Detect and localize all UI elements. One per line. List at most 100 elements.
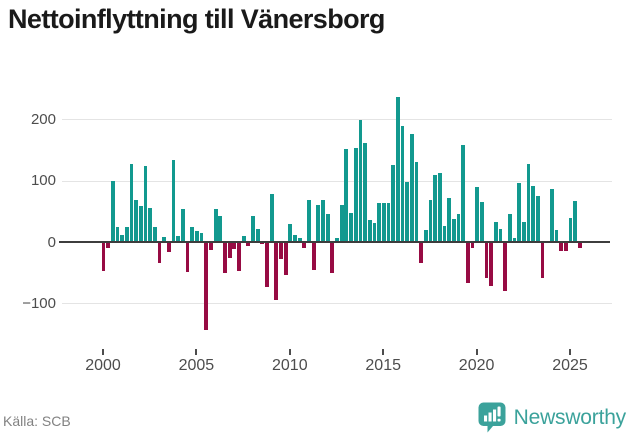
bar-2010Q1	[288, 223, 293, 242]
bar-2022Q3	[521, 222, 526, 242]
bar-2003Q3	[166, 242, 171, 252]
x-axis-tick-2025	[569, 349, 571, 355]
bar-2021Q3	[503, 242, 508, 292]
bar-2018Q2	[442, 226, 447, 242]
bar-2024Q2	[554, 229, 559, 242]
x-axis-tick-2000	[102, 349, 104, 355]
y-axis-label-0: 0	[47, 233, 56, 251]
bar-2005Q3	[204, 242, 209, 330]
bar-2008Q1	[251, 215, 255, 242]
newsworthy-logo-text: Newsworthy	[513, 405, 627, 429]
bar-2017Q2	[423, 229, 428, 242]
bar-2007Q3	[241, 235, 246, 242]
bar-2023Q3	[540, 242, 545, 278]
bar-2024Q1	[550, 188, 554, 242]
bar-2001Q1	[120, 235, 125, 242]
bar-2008Q3	[260, 242, 265, 245]
bar-2016Q2	[405, 181, 409, 242]
bar-2011Q4	[321, 200, 325, 242]
bar-2015Q1	[381, 203, 386, 242]
bar-2016Q3	[409, 134, 414, 242]
bar-2012Q2	[330, 242, 335, 274]
bar-2015Q4	[395, 97, 400, 242]
gridline-200	[62, 119, 612, 121]
gridline--100	[62, 303, 612, 305]
bar-2021Q1	[493, 221, 498, 242]
bar-2007Q2	[237, 242, 241, 271]
bar-2003Q1	[157, 242, 162, 264]
bar-2005Q2	[199, 233, 204, 242]
x-axis-tick-2020	[475, 349, 478, 355]
bar-2019Q1	[456, 213, 461, 242]
speech-bubble-shape	[478, 402, 506, 433]
bar-2009Q2	[274, 242, 279, 301]
bar-2000Q3	[110, 180, 115, 242]
bar-2015Q2	[386, 203, 391, 242]
bar-2011Q2	[311, 242, 316, 271]
x-axis-zero-line	[59, 240, 610, 243]
bar-2012Q1	[325, 214, 330, 242]
bar-2000Q2	[106, 242, 111, 249]
bar-2003Q4	[171, 160, 176, 242]
x-axis-label-2025: 2025	[552, 357, 588, 374]
bar-2009Q4	[283, 242, 288, 275]
chart-title: Nettoinflyttning till Vänersborg	[8, 4, 385, 34]
bar-2019Q3	[465, 242, 470, 284]
bar-2001Q3	[129, 164, 134, 242]
bar-2004Q2	[181, 208, 185, 242]
x-axis-tick-2015	[382, 349, 385, 355]
bar-2024Q3	[559, 242, 564, 251]
bar-2023Q1	[531, 186, 536, 242]
bar-2001Q2	[124, 227, 129, 242]
bar-2006Q3	[223, 242, 227, 274]
bar-2025Q1	[568, 218, 573, 242]
bar-2001Q4	[134, 200, 139, 242]
bar-2014Q4	[377, 203, 381, 242]
gridline-100	[62, 180, 612, 182]
bar-2021Q2	[498, 229, 503, 242]
bar-2012Q3	[335, 238, 339, 242]
bar-2024Q4	[564, 242, 568, 251]
x-axis-tick-2005	[195, 349, 198, 355]
bar-2003Q2	[162, 237, 167, 242]
bar-2010Q4	[302, 242, 307, 249]
bar-2000Q1	[101, 242, 106, 272]
bar-2017Q3	[428, 200, 433, 242]
bar-2018Q3	[447, 198, 452, 242]
bar-2012Q4	[339, 205, 344, 242]
bar-2020Q2	[479, 202, 484, 242]
bar-2013Q4	[358, 119, 363, 242]
bar-2013Q2	[349, 213, 353, 242]
y-axis-label-200: 200	[30, 110, 56, 128]
bar-2020Q4	[489, 242, 494, 287]
bar-2014Q1	[363, 142, 367, 242]
bar-2000Q4	[115, 227, 120, 242]
bar-2015Q3	[391, 164, 395, 242]
bar-2006Q4	[227, 242, 232, 258]
bar-2011Q1	[307, 200, 311, 242]
bar-2006Q2	[218, 216, 223, 242]
y-axis-label-100: 100	[30, 172, 56, 190]
bar-2002Q1	[138, 206, 143, 242]
x-axis-label-2015: 2015	[365, 357, 401, 374]
bar-2019Q2	[461, 145, 466, 242]
bar-2007Q1	[232, 242, 237, 250]
bar-2017Q1	[419, 242, 424, 264]
bar-2013Q3	[353, 148, 358, 242]
bar-2018Q4	[451, 218, 456, 242]
newsworthy-logo[interactable]: Newsworthy	[477, 401, 626, 434]
bar-2005Q4	[209, 242, 213, 250]
bar-2025Q2	[573, 200, 578, 242]
bar-2002Q2	[143, 165, 148, 242]
bar-2020Q1	[475, 187, 480, 242]
bar-2013Q1	[344, 149, 349, 242]
bar-2018Q1	[437, 172, 442, 242]
bar-2004Q3	[185, 242, 190, 273]
bar-2006Q1	[213, 208, 218, 242]
bar-2021Q4	[507, 213, 512, 242]
bar-2004Q4	[190, 227, 195, 242]
x-axis-label-2005: 2005	[178, 357, 215, 374]
bar-2014Q2	[367, 219, 372, 242]
bar-2002Q4	[152, 227, 157, 242]
